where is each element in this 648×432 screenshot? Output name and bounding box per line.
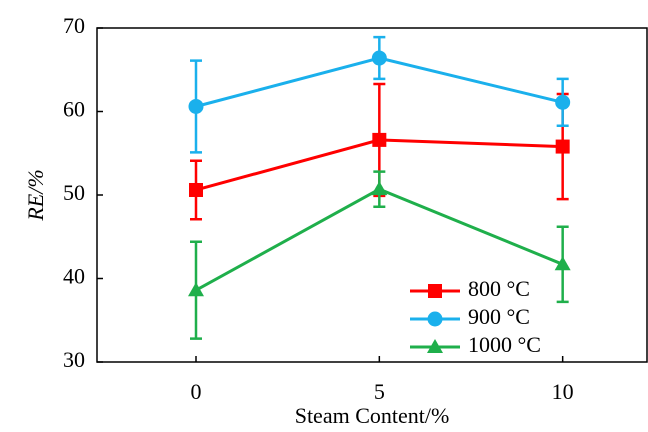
x-axis-label: Steam Content/% [295,403,450,428]
x-tick-label: 5 [374,379,385,404]
marker [371,181,388,196]
marker [188,98,204,114]
legend-label: 1000 °C [468,332,541,357]
legend-marker [428,284,442,298]
marker [189,182,203,197]
marker [555,139,570,154]
y-tick-label: 60 [63,97,85,122]
y-tick-label: 30 [63,347,85,372]
legend-marker [427,311,443,327]
y-axis-label: RE/% [23,169,48,221]
legend-marker [427,339,443,353]
marker [555,94,571,110]
marker [372,132,387,147]
legend-label: 900 °C [468,304,530,329]
y-tick-label: 50 [63,180,85,205]
y-tick-label: 40 [63,264,85,289]
marker [554,256,571,271]
marker [188,282,204,297]
y-tick-label: 70 [63,13,85,38]
x-tick-label: 10 [552,379,574,404]
legend-label: 800 °C [468,276,530,301]
marker [371,50,387,66]
x-tick-label: 0 [191,379,202,404]
